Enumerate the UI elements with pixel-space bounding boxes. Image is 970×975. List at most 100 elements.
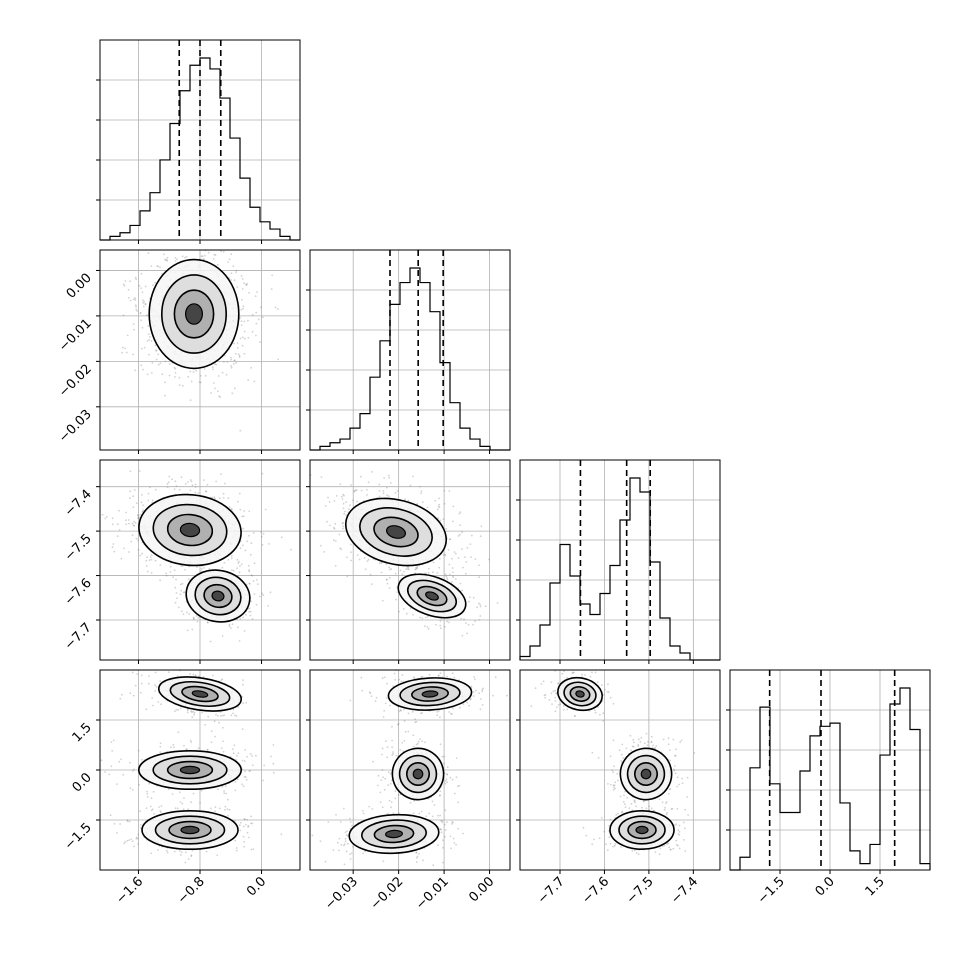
sample-point <box>179 850 181 852</box>
sample-point <box>183 613 185 615</box>
density-contour <box>180 766 199 773</box>
sample-point <box>254 562 256 564</box>
sample-point <box>173 746 175 748</box>
sample-point <box>198 492 200 494</box>
sample-point <box>339 534 341 536</box>
sample-point <box>336 495 338 497</box>
sample-point <box>186 256 188 258</box>
sample-point <box>242 308 244 310</box>
sample-point <box>333 539 335 541</box>
sample-point <box>190 741 192 743</box>
sample-point <box>180 707 182 709</box>
sample-point <box>360 677 362 679</box>
sample-point <box>242 760 244 762</box>
sample-point <box>454 842 456 844</box>
sample-point <box>137 838 139 840</box>
sample-point <box>391 740 393 742</box>
sample-point <box>440 743 442 745</box>
sample-point <box>231 392 233 394</box>
sample-point <box>443 518 445 520</box>
sample-point <box>473 597 475 599</box>
sample-point <box>219 808 221 810</box>
sample-point <box>408 569 410 571</box>
sample-point <box>449 538 451 540</box>
sample-point <box>371 583 373 585</box>
sample-point <box>463 618 465 620</box>
sample-point <box>221 747 223 749</box>
sample-point <box>226 374 228 376</box>
sample-point <box>242 336 244 338</box>
sample-point <box>244 760 246 762</box>
sample-point <box>428 572 430 574</box>
sample-point <box>247 379 249 381</box>
sample-point <box>395 755 397 757</box>
sample-point <box>199 802 201 804</box>
sample-point <box>160 742 162 744</box>
sample-point <box>156 359 158 361</box>
sample-point <box>459 524 461 526</box>
sample-point <box>387 784 389 786</box>
sample-point <box>437 509 439 511</box>
sample-point <box>242 545 244 547</box>
sample-point <box>444 626 446 628</box>
sample-point <box>351 852 353 854</box>
sample-point <box>371 695 373 697</box>
sample-point <box>451 558 453 560</box>
sample-point <box>172 576 174 578</box>
sample-point <box>380 779 382 781</box>
sample-point <box>405 731 407 733</box>
sample-point <box>361 690 363 692</box>
sample-point <box>142 369 144 371</box>
sample-point <box>432 571 434 573</box>
sample-point <box>159 810 161 812</box>
sample-point <box>214 387 216 389</box>
sample-point <box>170 746 172 748</box>
sample-point <box>439 790 441 792</box>
sample-point <box>220 473 222 475</box>
sample-point <box>170 571 172 573</box>
sample-point <box>474 678 476 680</box>
sample-point <box>403 608 405 610</box>
sample-point <box>445 783 447 785</box>
sample-point <box>218 375 220 377</box>
sample-point <box>338 838 340 840</box>
sample-point <box>137 843 139 845</box>
sample-point <box>415 569 417 571</box>
sample-point <box>262 594 264 596</box>
sample-point <box>456 776 458 778</box>
sample-point <box>146 793 148 795</box>
sample-point <box>195 370 197 372</box>
sample-point <box>461 548 463 550</box>
sample-point <box>195 484 197 486</box>
sample-point <box>141 494 143 496</box>
sample-point <box>201 790 203 792</box>
sample-point <box>442 862 444 864</box>
sample-point <box>444 809 446 811</box>
sample-point <box>187 710 189 712</box>
sample-point <box>245 824 247 826</box>
sample-point <box>243 826 245 828</box>
sample-point <box>222 727 224 729</box>
sample-point <box>442 847 444 849</box>
sample-point <box>417 743 419 745</box>
sample-point <box>452 571 454 573</box>
sample-point <box>367 560 369 562</box>
sample-point <box>138 784 140 786</box>
sample-point <box>246 283 248 285</box>
sample-point <box>348 508 350 510</box>
sample-point <box>190 855 192 857</box>
sample-point <box>425 815 427 817</box>
sample-point <box>390 482 392 484</box>
sample-point <box>377 785 379 787</box>
sample-point <box>137 515 139 517</box>
sample-point <box>110 814 112 816</box>
sample-point <box>250 615 252 617</box>
sample-point <box>417 856 419 858</box>
sample-point <box>222 786 224 788</box>
sample-point <box>210 808 212 810</box>
sample-point <box>150 556 152 558</box>
sample-point <box>101 759 103 761</box>
sample-point <box>344 511 346 513</box>
sample-point <box>329 525 331 527</box>
